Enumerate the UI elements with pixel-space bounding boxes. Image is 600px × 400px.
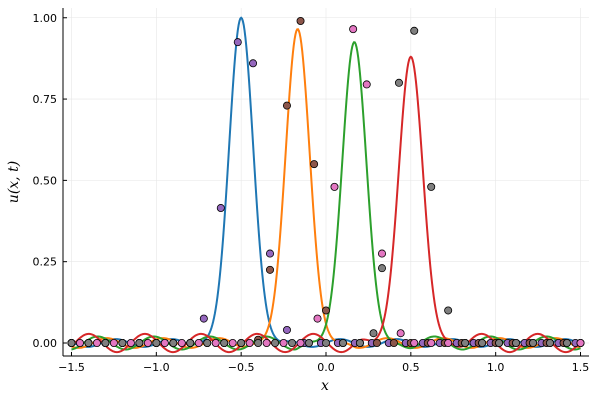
x-tick-label: 0.5 bbox=[402, 361, 420, 374]
scatter-point-2-14 bbox=[313, 314, 322, 323]
scatter-point-3-19 bbox=[377, 264, 386, 273]
scatter-point-3-18 bbox=[369, 329, 378, 338]
x-tick-label: −0.5 bbox=[228, 361, 255, 374]
x-tick-label: −1.0 bbox=[143, 361, 170, 374]
scatter-point-2-7 bbox=[194, 338, 203, 347]
scatter-point-3-6 bbox=[169, 338, 178, 347]
scatter-point-3-5 bbox=[152, 338, 161, 347]
scatter-point-3-10 bbox=[237, 338, 246, 347]
scatter-point-2-4 bbox=[143, 338, 152, 347]
scatter-point-3-22 bbox=[427, 182, 436, 191]
scatter-point-2-9 bbox=[228, 338, 237, 347]
scatter-point-2-18 bbox=[377, 249, 386, 258]
scatter-point-3-23 bbox=[444, 306, 453, 315]
plot-area bbox=[67, 16, 585, 354]
scatter-point-0-12 bbox=[266, 249, 275, 258]
scatter-point-3-24 bbox=[461, 338, 470, 347]
scatter-point-0-10 bbox=[233, 38, 242, 47]
scatter-point-3-0 bbox=[67, 338, 76, 347]
x-tick-label: 1.5 bbox=[572, 361, 590, 374]
scatter-point-3-17 bbox=[355, 338, 364, 347]
y-tick-label: 0.75 bbox=[33, 93, 58, 106]
scatter-point-2-17 bbox=[362, 80, 371, 89]
y-tick-label: 0.25 bbox=[33, 256, 58, 269]
scatter-point-3-11 bbox=[254, 338, 263, 347]
scatter-point-2-30 bbox=[576, 338, 585, 347]
scatter-point-2-15 bbox=[330, 182, 339, 191]
scatter-point-3-12 bbox=[271, 338, 280, 347]
scatter-point-2-20 bbox=[410, 338, 419, 347]
scatter-point-3-27 bbox=[512, 338, 521, 347]
scatter-point-3-29 bbox=[545, 338, 554, 347]
scatter-point-3-26 bbox=[495, 338, 504, 347]
scatter-point-0-9 bbox=[216, 204, 225, 213]
scatter-point-3-13 bbox=[288, 338, 297, 347]
y-tick-label: 1.00 bbox=[33, 12, 58, 25]
scatter-point-3-15 bbox=[321, 338, 330, 347]
scatter-point-1-12 bbox=[266, 265, 275, 274]
scatter-point-0-11 bbox=[249, 59, 258, 68]
scatter-point-2-12 bbox=[279, 338, 288, 347]
scatter-point-3-28 bbox=[529, 338, 538, 347]
scatter-point-2-13 bbox=[296, 338, 305, 347]
scatter-point-3-25 bbox=[478, 338, 487, 347]
series-line-2 bbox=[71, 41, 581, 351]
scatter-point-2-21 bbox=[427, 338, 436, 347]
scatter-point-1-13 bbox=[282, 101, 291, 110]
scatter-point-2-2 bbox=[109, 338, 118, 347]
scatter-point-3-2 bbox=[101, 338, 110, 347]
scatter-point-2-8 bbox=[211, 338, 220, 347]
scatter-point-2-5 bbox=[160, 338, 169, 347]
scatter-points bbox=[67, 17, 585, 347]
scatter-point-1-14 bbox=[296, 17, 305, 26]
scatter-point-3-3 bbox=[118, 338, 127, 347]
scatter-point-0-13 bbox=[282, 325, 291, 334]
scatter-point-3-21 bbox=[410, 26, 419, 35]
scatter-point-1-20 bbox=[389, 338, 398, 347]
scatter-point-3-1 bbox=[84, 338, 93, 347]
scatter-point-2-22 bbox=[444, 338, 453, 347]
x-tick-label: 1.0 bbox=[487, 361, 505, 374]
scatter-point-2-1 bbox=[92, 338, 101, 347]
x-axis-label: x bbox=[321, 378, 329, 394]
scatter-point-2-0 bbox=[75, 338, 84, 347]
scatter-point-3-9 bbox=[220, 338, 229, 347]
scatter-point-3-4 bbox=[135, 338, 144, 347]
scatter-point-1-15 bbox=[310, 160, 319, 169]
axes: −1.5 −1.0 −0.5 0.0 0.5 1.0 1.5 0.00 0.25 0.50 0.75… bbox=[33, 8, 590, 374]
y-axis-label: u(x, t) bbox=[6, 161, 22, 203]
scatter-point-1-19 bbox=[372, 338, 381, 347]
y-tick-label: 0.50 bbox=[33, 174, 58, 187]
scatter-point-1-16 bbox=[321, 306, 330, 315]
x-tick-label: −1.5 bbox=[58, 361, 85, 374]
scatter-point-0-8 bbox=[199, 314, 208, 323]
scatter-point-2-6 bbox=[177, 338, 186, 347]
scatter-point-3-7 bbox=[186, 338, 195, 347]
y-tick-label: 0.00 bbox=[33, 337, 58, 350]
x-tick-label: 0.0 bbox=[317, 361, 335, 374]
scatter-point-2-11 bbox=[262, 338, 271, 347]
scatter-point-3-20 bbox=[394, 78, 403, 87]
scatter-point-3-16 bbox=[338, 338, 347, 347]
scatter-point-2-19 bbox=[396, 329, 405, 338]
scatter-point-2-3 bbox=[126, 338, 135, 347]
scatter-point-3-30 bbox=[562, 338, 571, 347]
scatter-point-2-10 bbox=[245, 338, 254, 347]
scatter-point-3-8 bbox=[203, 338, 212, 347]
scatter-point-3-14 bbox=[305, 338, 314, 347]
scatter-point-2-16 bbox=[349, 25, 358, 34]
